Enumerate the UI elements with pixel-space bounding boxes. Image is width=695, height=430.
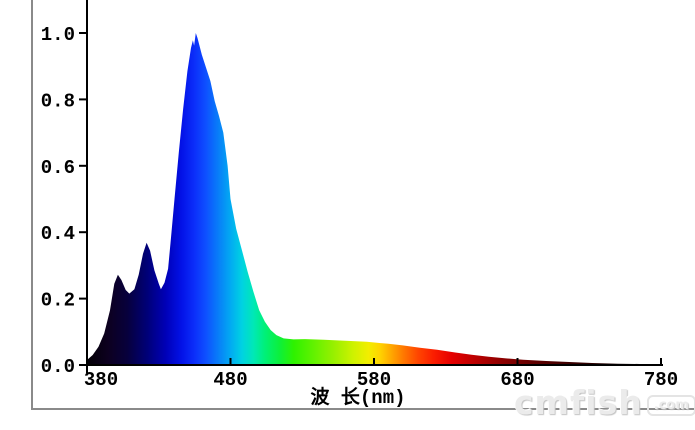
y-tick-label: 0.2 [41,290,75,312]
x-tick-label: 580 [357,369,391,391]
y-tick-label: 0.4 [41,223,75,245]
x-tick-label: 780 [644,369,678,391]
watermark-suffix: .com [646,395,695,416]
outer-frame-bottom-border [31,408,695,410]
y-tick-label: 1.0 [41,24,75,46]
watermark-text: cmfish [514,383,643,422]
spectrum-curve-area [87,33,661,365]
x-tick-label: 380 [84,369,118,391]
y-axis-ticks: 0.0 0.2 0.4 0.6 0.8 1.0 [41,24,87,378]
x-axis-title: 波 长(nm) [310,385,405,409]
x-axis-ticks: 380 480 580 680 780 [84,358,678,391]
x-tick-label: 480 [213,369,247,391]
watermark: cmfish .com [514,386,695,419]
outer-frame-left-border [31,0,33,409]
y-tick-label: 0.0 [41,356,75,378]
y-tick-label: 0.6 [41,157,75,179]
y-tick-label: 0.8 [41,90,75,112]
x-tick-label: 680 [500,369,534,391]
